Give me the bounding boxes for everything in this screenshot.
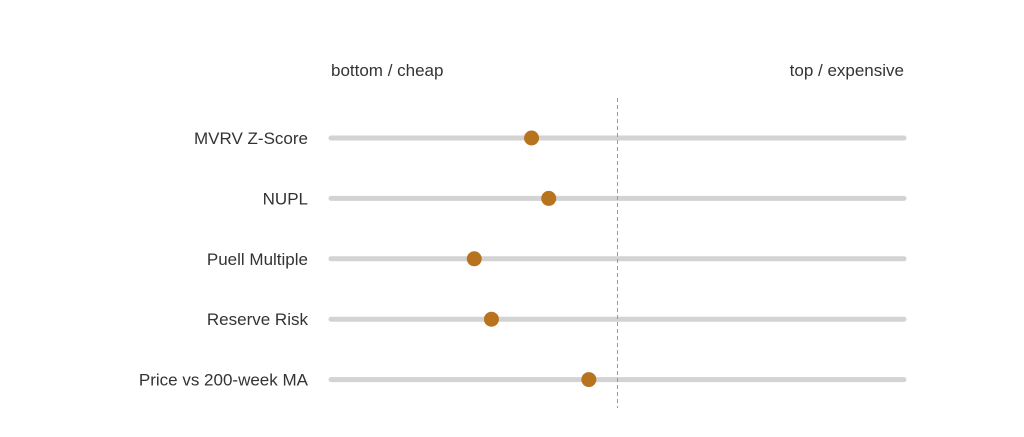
marker-dot [483,311,499,327]
row-label: Price vs 200-week MA [139,371,309,390]
right-end-label: top / expensive [790,61,904,80]
marker-dot [581,372,597,388]
row-label: NUPL [263,189,308,208]
row-label: Puell Multiple [207,250,308,269]
marker-dot [524,130,540,146]
rows-group: MVRV Z-Score NUPL Puell Multiple Reserve Ri… [139,129,907,390]
row-label: MVRV Z-Score [194,129,308,148]
marker-dot [541,190,557,206]
markers-group [466,130,597,388]
left-end-label: bottom / cheap [331,61,443,80]
row-label: Reserve Risk [207,310,309,329]
marker-dot [466,251,482,267]
